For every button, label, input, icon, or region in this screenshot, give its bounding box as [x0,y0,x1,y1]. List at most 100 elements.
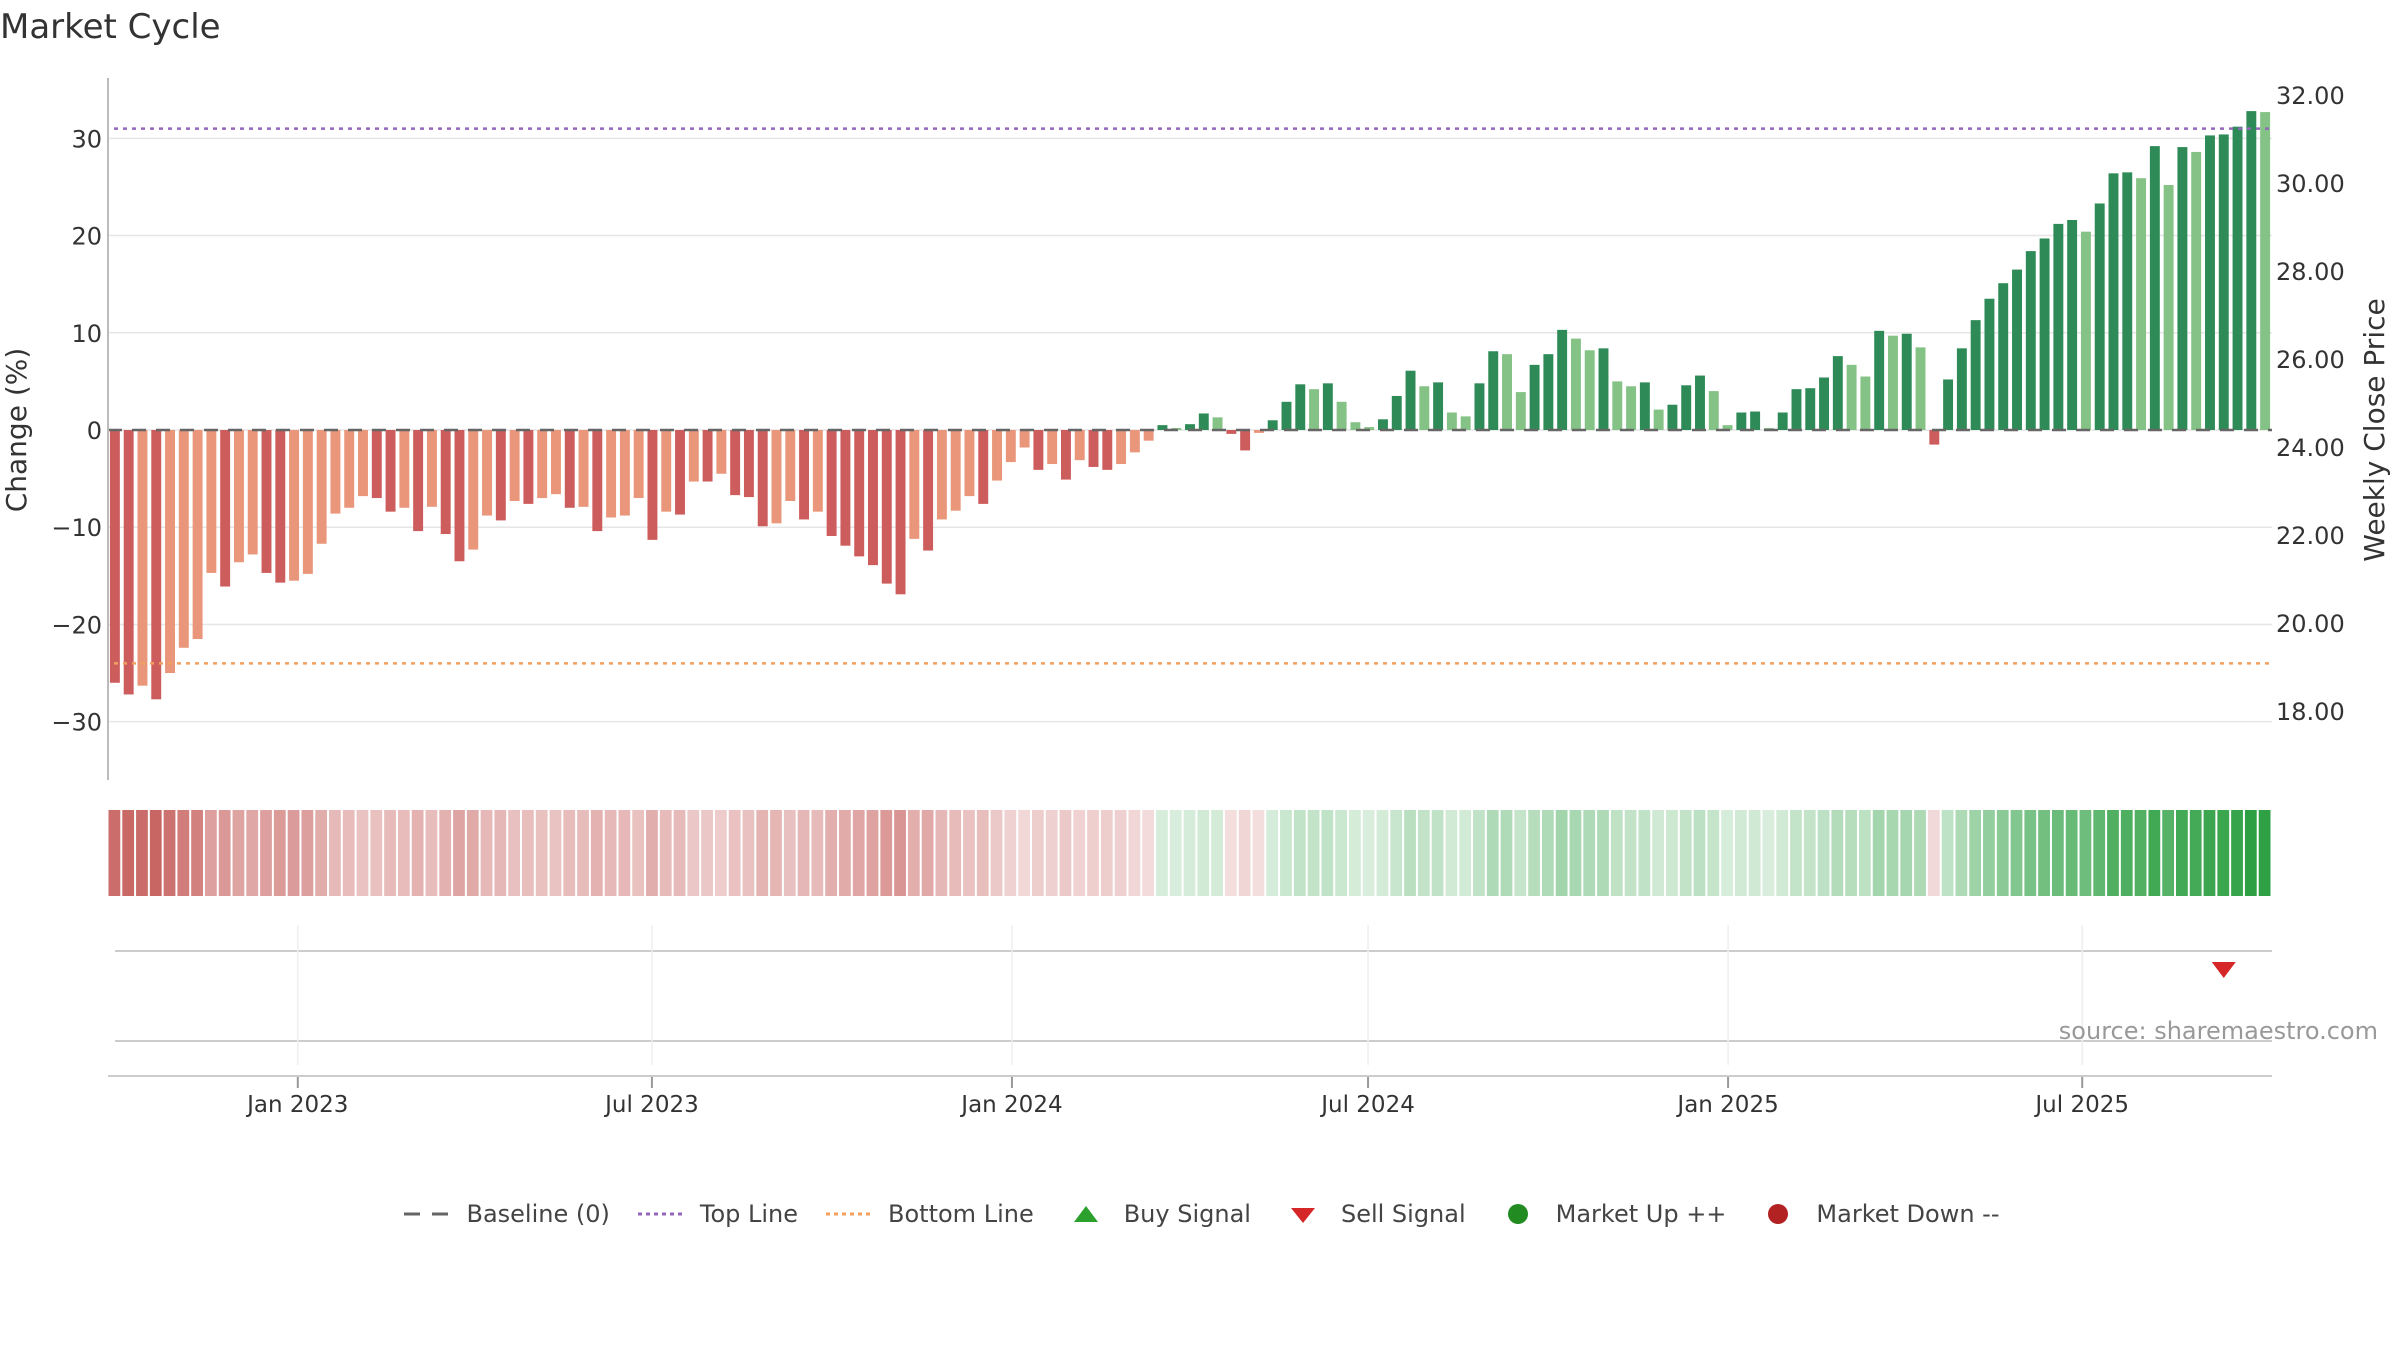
bar [1639,382,1650,430]
bar [440,430,451,535]
heat-cell [976,810,989,896]
heat-cell [1045,810,1058,896]
bar [978,430,989,504]
bar [1088,430,1099,467]
heat-cell [2203,810,2216,896]
heat-cell [2162,810,2175,896]
bar [1543,354,1554,430]
bar [1791,389,1802,430]
heat-cell [149,810,162,896]
heat-cell [1431,810,1444,896]
heat-cell [453,810,465,896]
heat-cell [2148,810,2161,896]
bar [1653,409,1664,430]
bar [1391,395,1402,430]
heat-cell [1748,810,1761,896]
heat-cell [1817,810,1830,896]
heat-cell [1238,810,1251,896]
chart-title: Market Cycle [0,7,221,47]
bar [413,430,424,532]
y-tick-label: −10 [51,514,102,542]
bar [1736,412,1747,430]
x-axis: Jan 2023 Jul 2023 Jan 2024 Jul 2024 Jan 2025… [108,925,2272,1118]
bar [1819,377,1830,430]
heat-cell [2038,810,2050,896]
heat-cell [2051,810,2064,896]
heat-cell [342,810,355,896]
bar [633,430,644,499]
bar [661,430,672,512]
bar [1557,329,1568,430]
heat-cell [1280,810,1292,896]
heat-cell [191,810,203,896]
bar [2067,220,2078,430]
heat-cell [1583,810,1596,896]
heat-cell [1059,810,1072,896]
heat-cell [1087,810,1099,896]
bar [1005,430,1016,463]
heat-cell [397,810,410,896]
heat-cell [1541,810,1554,896]
heat-cell [963,810,975,896]
heat-cell [852,810,865,896]
heat-cell [425,810,438,896]
bar [2218,134,2229,430]
heat-cell [508,810,521,896]
heat-cell [1142,810,1155,896]
bar [1047,430,1058,465]
bar [137,430,148,686]
bar [1667,404,1678,430]
heat-cell [232,810,245,896]
heat-cell [797,810,810,896]
sell-signal-marker [2211,962,2236,978]
bar [1860,376,1871,430]
bar [757,430,768,527]
heat-cell [136,810,148,896]
y-tick-label: 10 [71,320,102,348]
bar [1915,347,1926,430]
bar [523,430,534,504]
heat-cell [1211,810,1223,896]
bar [1529,364,1540,430]
bar [578,430,589,507]
bar [950,430,961,511]
bar [1116,430,1127,465]
legend-item: Top Line [634,1200,798,1228]
legend-marker [1073,1206,1098,1222]
heatmap-strip [108,810,2271,896]
bar [1309,389,1320,430]
bar [1708,391,1719,430]
bar [1502,354,1512,430]
legend-item: Market Up ++ [1490,1200,1726,1228]
bar [743,430,754,498]
heat-cell [2258,810,2271,896]
bar [1336,401,1347,430]
bar [2053,223,2064,430]
heat-cell [2244,810,2257,896]
bar [2039,238,2050,430]
bar [371,430,382,499]
heat-cell [714,810,727,896]
bar [178,430,189,648]
bar [1198,413,1209,430]
bar [2108,173,2119,431]
bar [1984,298,1995,430]
heat-cell [2107,810,2119,896]
bar [2080,231,2091,430]
bar [1185,424,1195,430]
heat-cell [1349,810,1361,896]
bar [881,430,892,584]
signal-rows [115,950,2272,1042]
heat-cell [1831,810,1844,896]
y-tick-label: 30 [71,125,102,153]
heat-cell [1473,810,1485,896]
heat-cell [563,810,576,896]
heat-cell [370,810,383,896]
bar [509,430,520,501]
heat-cell [122,810,135,896]
bar [1515,392,1526,430]
bar [468,430,479,550]
heat-cell [163,810,176,896]
heat-cell [756,810,769,896]
x-tick-label: Jul 2024 [1319,1092,1415,1118]
